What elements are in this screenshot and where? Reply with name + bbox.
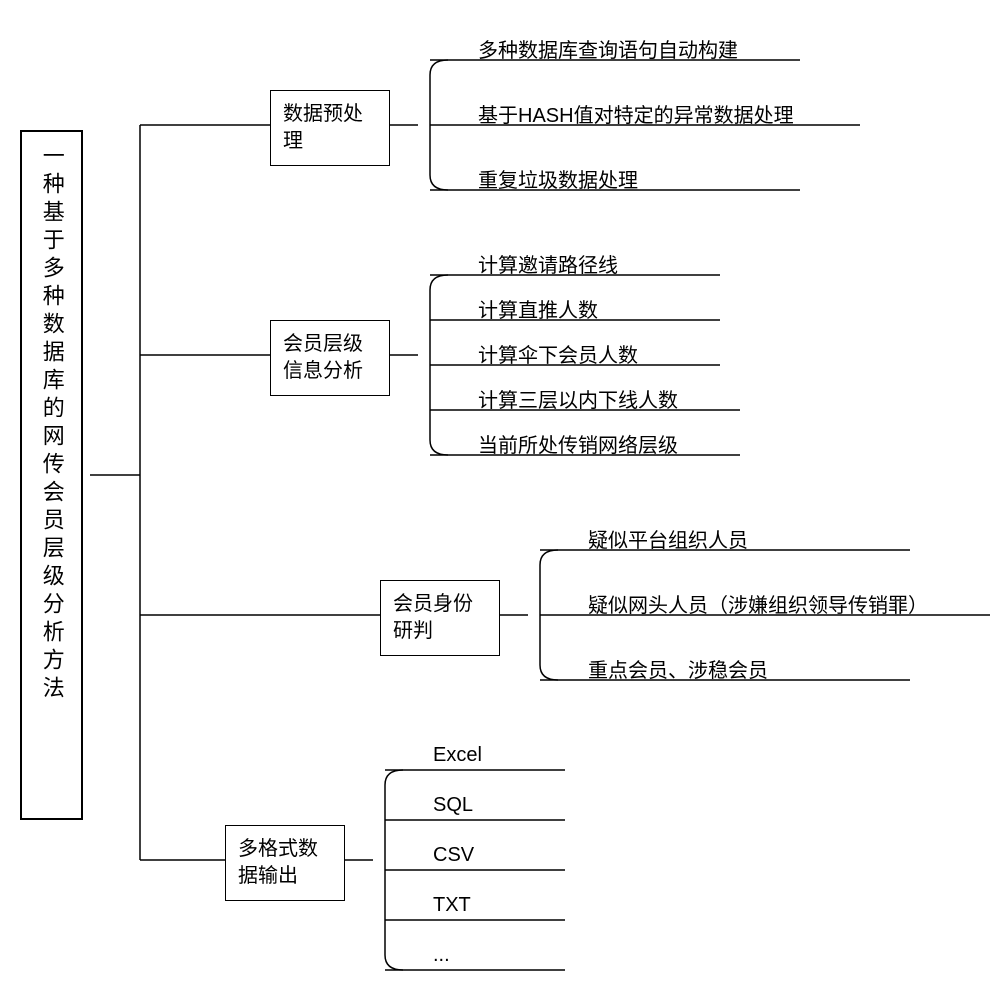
branch-label-line2: 信息分析 xyxy=(283,358,377,385)
leaf-label: 计算邀请路径线 xyxy=(478,249,618,278)
leaf-label: 疑似平台组织人员 xyxy=(588,524,748,553)
branch-node-b4: 多格式数据输出 xyxy=(225,825,345,901)
leaf-label: 计算三层以内下线人数 xyxy=(478,384,678,413)
branch-label-line1: 数据预处 xyxy=(283,101,377,128)
leaf-label: 当前所处传销网络层级 xyxy=(478,429,678,458)
branch-node-b3: 会员身份研判 xyxy=(380,580,500,656)
leaf-label: 疑似网头人员（涉嫌组织领导传销罪） xyxy=(588,589,928,618)
leaf-label: 计算伞下会员人数 xyxy=(478,339,638,368)
branch-label-line1: 会员层级 xyxy=(283,331,377,358)
branch-node-b2: 会员层级信息分析 xyxy=(270,320,390,396)
root-node: 一种基于多种数据库的网传会员层级分析方法 xyxy=(20,130,83,820)
leaf-label: 重点会员、涉稳会员 xyxy=(588,654,768,683)
leaf-label: SQL xyxy=(433,794,473,817)
root-label: 一种基于多种数据库的网传会员层级分析方法 xyxy=(40,144,65,704)
leaf-label: TXT xyxy=(433,894,471,917)
leaf-label: ... xyxy=(433,944,450,967)
branch-node-b1: 数据预处理 xyxy=(270,90,390,166)
connector-lines xyxy=(0,0,991,1000)
branch-label-line2: 据输出 xyxy=(238,863,332,890)
leaf-label: 多种数据库查询语句自动构建 xyxy=(478,34,738,63)
branch-label-line1: 多格式数 xyxy=(238,836,332,863)
leaf-label: 基于HASH值对特定的异常数据处理 xyxy=(478,99,794,128)
branch-label-line2: 理 xyxy=(283,128,377,155)
leaf-label: 计算直推人数 xyxy=(478,294,598,323)
leaf-label: Excel xyxy=(433,744,482,767)
leaf-label: CSV xyxy=(433,844,474,867)
leaf-label: 重复垃圾数据处理 xyxy=(478,164,638,193)
branch-label-line2: 研判 xyxy=(393,618,487,645)
branch-label-line1: 会员身份 xyxy=(393,591,487,618)
